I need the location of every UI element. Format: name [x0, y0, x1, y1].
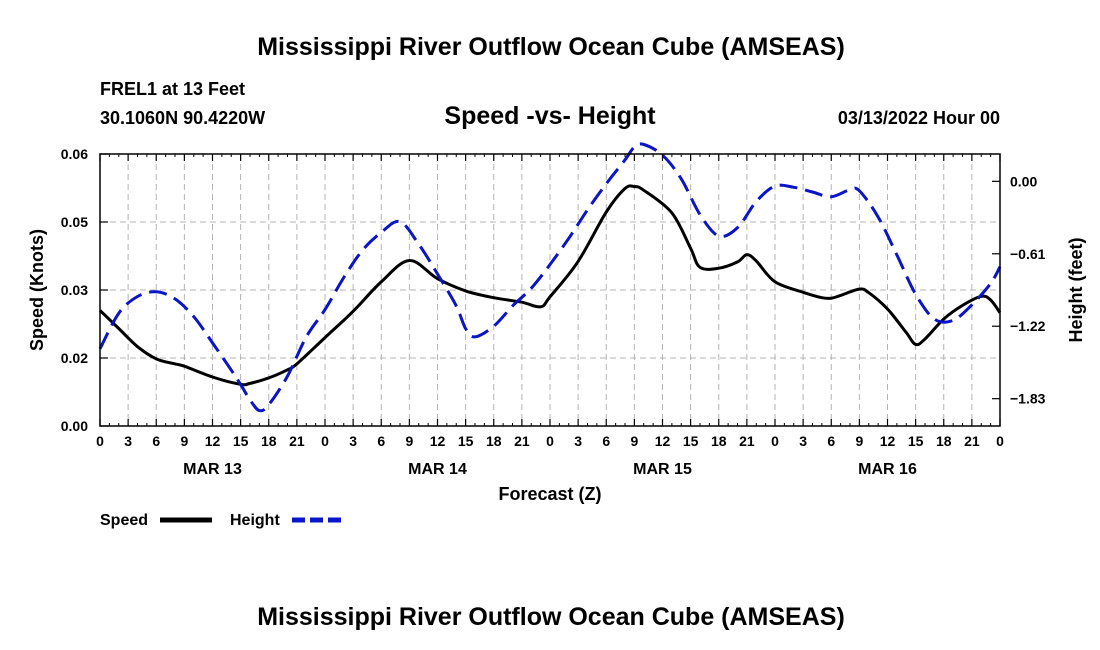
series-group [98, 142, 1002, 413]
legend: Speed Height [100, 512, 344, 529]
x-tick-label: 15 [458, 433, 474, 449]
x-tick-label: 3 [574, 433, 582, 449]
y-left-tick-label: 0.02 [61, 350, 88, 366]
x-tick-label: 3 [799, 433, 807, 449]
x-tick-label: 18 [936, 433, 952, 449]
series-line-speed [98, 184, 1002, 387]
x-tick-label: 15 [683, 433, 699, 449]
x-tick-label: 0 [996, 433, 1004, 449]
footer-title: Mississippi River Outflow Ocean Cube (AM… [257, 603, 845, 631]
day-label: MAR 13 [183, 461, 242, 478]
legend-label-height: Height [230, 512, 280, 529]
x-tick-label: 12 [655, 433, 671, 449]
location-label: 30.1060N 90.4220W [100, 108, 265, 128]
y-left-tick-label: 0.05 [61, 214, 88, 230]
x-tick-label: 9 [855, 433, 863, 449]
x-tick-label: 3 [124, 433, 132, 449]
x-tick-label: 0 [771, 433, 779, 449]
x-tick-label: 21 [739, 433, 755, 449]
y-axis-right-title: Height (feet) [1066, 238, 1086, 343]
x-tick-label: 0 [321, 433, 329, 449]
station-label: FREL1 at 13 Feet [100, 79, 245, 99]
day-label: MAR 15 [633, 461, 692, 478]
x-tick-label: 12 [205, 433, 221, 449]
y-left-tick-label: 0.06 [61, 146, 88, 162]
day-label: MAR 14 [408, 461, 467, 478]
x-tick-label: 9 [405, 433, 413, 449]
x-tick-label: 6 [377, 433, 385, 449]
x-tick-label: 15 [908, 433, 924, 449]
y-right-tick-label: −1.83 [1010, 391, 1046, 407]
y-right-tick-label: 0.00 [1010, 173, 1037, 189]
x-tick-label: 6 [152, 433, 160, 449]
series-line-height [98, 142, 1002, 413]
y-left-tick-label: 0.03 [61, 282, 88, 298]
x-tick-label: 12 [880, 433, 896, 449]
datetime-label: 03/13/2022 Hour 00 [838, 108, 1000, 128]
x-tick-label: 6 [602, 433, 610, 449]
x-tick-label: 18 [711, 433, 727, 449]
day-label: MAR 16 [858, 461, 917, 478]
x-tick-label: 21 [964, 433, 980, 449]
y-left-tick-label: 0.00 [61, 418, 88, 434]
axes: 0 3 6 9 12 15 18 21 0 3 6 9 12 15 18 21 0 3 6 9 12 15 18 21 0 3 6 9… [61, 146, 1046, 478]
x-tick-label: 12 [430, 433, 446, 449]
x-tick-label: 21 [289, 433, 305, 449]
y-right-tick-label: −1.22 [1010, 318, 1046, 334]
legend-label-speed: Speed [100, 512, 148, 529]
y-axis-left-title: Speed (Knots) [27, 229, 47, 351]
x-tick-label: 3 [349, 433, 357, 449]
x-tick-label: 21 [514, 433, 530, 449]
main-title: Mississippi River Outflow Ocean Cube (AM… [257, 33, 845, 61]
x-tick-label: 18 [486, 433, 502, 449]
chart-title: Speed -vs- Height [444, 102, 656, 130]
x-tick-label: 9 [630, 433, 638, 449]
x-tick-label: 15 [233, 433, 249, 449]
x-tick-label: 6 [827, 433, 835, 449]
x-axis-title: Forecast (Z) [498, 484, 601, 504]
x-tick-label: 9 [180, 433, 188, 449]
y-right-tick-label: −0.61 [1010, 246, 1046, 262]
x-tick-label: 18 [261, 433, 277, 449]
x-tick-label: 0 [96, 433, 104, 449]
x-tick-label: 0 [546, 433, 554, 449]
